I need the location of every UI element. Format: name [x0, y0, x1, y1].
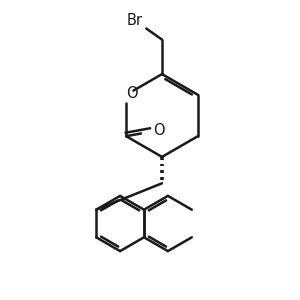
Text: Br: Br	[127, 13, 143, 28]
Text: O: O	[153, 123, 164, 138]
Text: O: O	[126, 86, 137, 101]
